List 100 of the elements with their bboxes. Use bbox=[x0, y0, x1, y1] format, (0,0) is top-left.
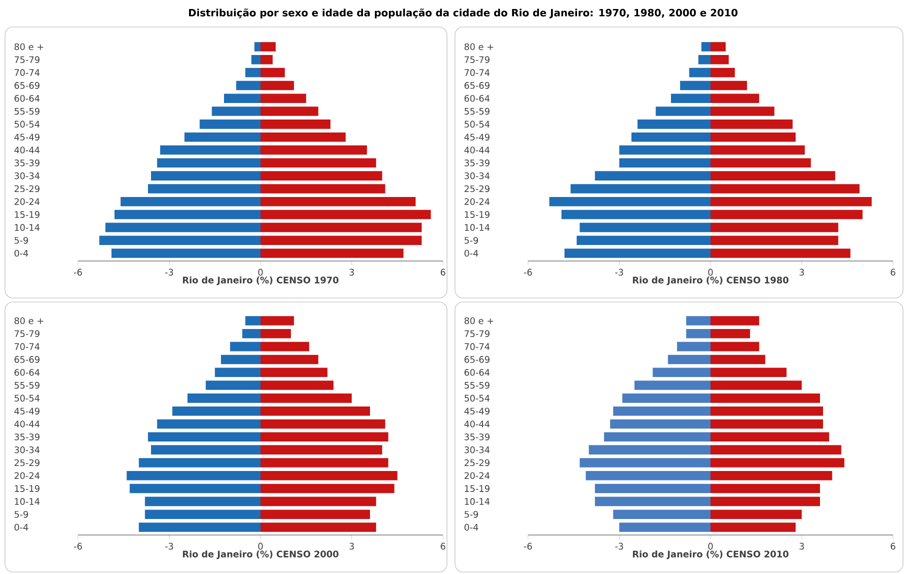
bar bbox=[260, 510, 370, 519]
bar bbox=[710, 132, 796, 142]
bar bbox=[260, 484, 394, 494]
x-tick-label: 6 bbox=[890, 268, 896, 276]
y-tick-label: 80 e + bbox=[464, 317, 494, 324]
y-tick-label: 20-24 bbox=[14, 472, 40, 480]
bar bbox=[710, 94, 760, 104]
bar bbox=[130, 484, 261, 494]
bar bbox=[260, 158, 376, 168]
bar bbox=[710, 484, 820, 494]
y-tick-label: 45-49 bbox=[464, 134, 490, 140]
bar bbox=[689, 68, 711, 78]
bar bbox=[157, 158, 261, 168]
bar bbox=[710, 248, 850, 258]
x-tick-label: -6 bbox=[524, 542, 532, 550]
x-tick-label: -6 bbox=[74, 542, 82, 550]
bar bbox=[710, 458, 844, 468]
bar bbox=[260, 210, 431, 220]
bar bbox=[144, 496, 261, 506]
bar bbox=[710, 145, 805, 155]
y-tick-label: 55-59 bbox=[464, 108, 490, 115]
bar bbox=[710, 80, 748, 90]
y-tick-label: 5-9 bbox=[14, 510, 28, 518]
bar bbox=[710, 406, 824, 416]
bar bbox=[710, 184, 860, 194]
bar bbox=[184, 132, 261, 142]
y-tick-label: 0-4 bbox=[14, 524, 28, 531]
bar bbox=[710, 470, 832, 480]
bar bbox=[214, 368, 261, 378]
text: Distribuição por sexo e idade da população da cidade do Rio de Janeiro: 1970, 1980, 2000 e 2010 bbox=[189, 8, 738, 18]
bar bbox=[260, 458, 388, 468]
bar bbox=[260, 432, 388, 442]
bar bbox=[710, 106, 774, 116]
bar bbox=[668, 354, 711, 364]
y-tick-label: 30-34 bbox=[464, 446, 490, 454]
bar bbox=[594, 496, 711, 506]
y-tick-label: 75-79 bbox=[464, 330, 490, 338]
bar bbox=[254, 42, 261, 52]
bar bbox=[580, 222, 711, 232]
bar bbox=[151, 445, 261, 454]
y-tick-label: 40-44 bbox=[464, 146, 490, 154]
bar bbox=[120, 196, 261, 206]
x-tick-label: 6 bbox=[440, 268, 446, 276]
bar bbox=[172, 406, 261, 416]
y-tick-label: 40-44 bbox=[464, 420, 490, 428]
y-tick-label: 80 e + bbox=[14, 317, 44, 324]
bar bbox=[680, 80, 711, 90]
bar bbox=[114, 210, 261, 220]
bar bbox=[260, 394, 352, 403]
x-tick-label: 6 bbox=[890, 542, 896, 550]
bar bbox=[710, 329, 750, 338]
bar bbox=[561, 210, 711, 220]
y-tick-label: 40-44 bbox=[14, 420, 40, 428]
bar bbox=[634, 380, 711, 390]
y-tick-label: 50-54 bbox=[14, 120, 40, 128]
bar bbox=[710, 354, 766, 364]
y-tick-label: 65-69 bbox=[14, 82, 40, 89]
bar bbox=[710, 510, 802, 519]
bar bbox=[138, 458, 261, 468]
y-tick-label: 15-19 bbox=[14, 211, 40, 218]
bar bbox=[245, 316, 261, 326]
y-tick-label: 30-34 bbox=[14, 172, 40, 180]
bar bbox=[619, 145, 711, 155]
y-tick-label: 0-4 bbox=[464, 524, 478, 531]
y-tick-label: 0-4 bbox=[14, 250, 28, 257]
bar bbox=[710, 432, 830, 442]
y-tick-label: 65-69 bbox=[14, 356, 40, 363]
bar bbox=[160, 145, 261, 155]
y-tick-label: 65-69 bbox=[464, 356, 490, 363]
bar bbox=[260, 80, 294, 90]
y-tick-label: 20-24 bbox=[14, 198, 40, 206]
y-tick-label: 0-4 bbox=[464, 250, 478, 257]
bar bbox=[260, 522, 376, 532]
bar bbox=[564, 248, 711, 258]
y-tick-label: 65-69 bbox=[464, 82, 490, 89]
y-tick-label: 10-14 bbox=[14, 498, 40, 505]
bar bbox=[710, 380, 802, 390]
x-tick-label: 0 bbox=[708, 542, 713, 550]
x-tick-label: 3 bbox=[800, 542, 804, 550]
bar bbox=[188, 394, 261, 403]
x-tick-label: 6 bbox=[440, 542, 446, 550]
bar bbox=[260, 94, 306, 104]
bar bbox=[594, 484, 711, 494]
bar bbox=[260, 132, 346, 142]
x-tick-label: -3 bbox=[165, 542, 174, 550]
bar bbox=[638, 120, 711, 129]
y-tick-label: 60-64 bbox=[14, 368, 40, 376]
bar bbox=[586, 470, 711, 480]
y-tick-label: 70-74 bbox=[464, 343, 490, 350]
bar bbox=[148, 184, 261, 194]
bar bbox=[698, 55, 711, 64]
bar bbox=[656, 106, 711, 116]
bar bbox=[260, 342, 310, 352]
y-tick-label: 60-64 bbox=[464, 368, 490, 376]
x-tick-label: -6 bbox=[74, 268, 82, 276]
y-tick-label: 60-64 bbox=[14, 94, 40, 102]
y-tick-label: 25-29 bbox=[14, 459, 40, 466]
bar bbox=[260, 354, 318, 364]
y-tick-label: 70-74 bbox=[14, 69, 40, 76]
x-tick-label: -3 bbox=[615, 268, 624, 276]
